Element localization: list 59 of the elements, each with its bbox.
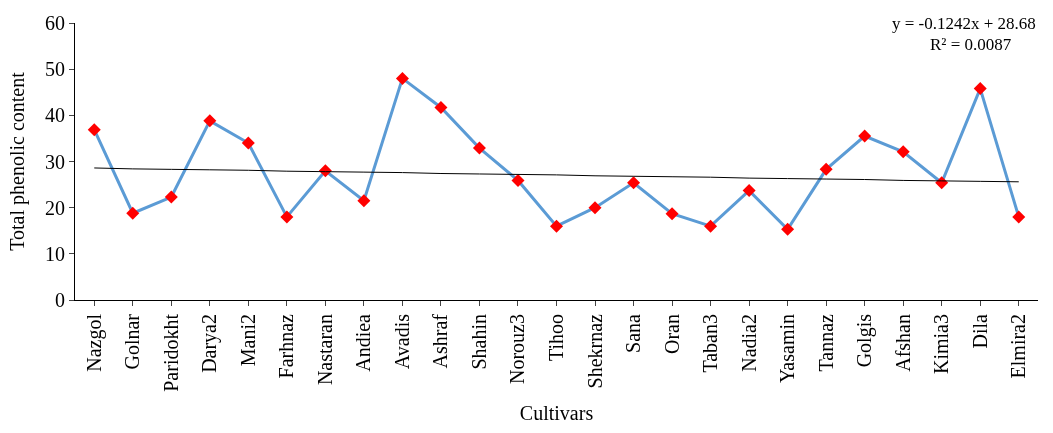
y-tick-label: 40 [45, 104, 65, 127]
point [357, 194, 371, 208]
x-tick-label: Yasamin [776, 314, 799, 384]
x-tick-label: Shahin [467, 314, 490, 370]
point [241, 136, 255, 150]
y-tick-label: 50 [45, 58, 65, 81]
x-tick-label: Mani2 [236, 314, 259, 367]
x-tick-label: Andiea [352, 313, 375, 372]
point [896, 145, 910, 159]
x-tick-label: Taban3 [699, 314, 722, 373]
point [742, 184, 756, 198]
x-tick-label: Darya2 [198, 314, 222, 373]
point [665, 207, 679, 221]
annotation: R² = 0.0087 [930, 35, 1012, 54]
point [395, 71, 409, 85]
point [434, 100, 448, 114]
x-tick-label: Dila [968, 313, 991, 349]
x-tick-label: Ashraf [429, 313, 452, 369]
x-tick-label: Shekrnaz [583, 313, 606, 389]
point [1012, 210, 1026, 224]
point [280, 210, 294, 224]
y-axis-title: Total phenolic content [5, 71, 29, 251]
y-tick-label: 30 [45, 150, 65, 173]
y-tick-label: 20 [45, 196, 65, 219]
x-axis-title: Cultivars [519, 402, 594, 425]
point [627, 176, 641, 190]
x-tick-label: Nazgol [82, 313, 106, 372]
x-tick-label: Sana [622, 313, 645, 353]
x-tick-label: Golgis [853, 313, 877, 368]
x-tick-label: Afshan [891, 314, 914, 372]
x-tick-label: Paridokht [159, 313, 182, 392]
x-tick-label: Golnar [121, 313, 144, 370]
point [858, 129, 872, 143]
y-tick-label: 60 [45, 12, 65, 34]
y-tick-label: 10 [45, 242, 65, 265]
x-tick-label: Farhnaz [275, 313, 298, 379]
x-tick-label: Kimia3 [930, 314, 953, 374]
point [819, 162, 833, 176]
x-tick-label: Nadia2 [737, 314, 760, 372]
point [550, 219, 563, 233]
x-tick-label: Nastaran [313, 314, 336, 386]
y-tick-label: 0 [55, 289, 65, 311]
x-tick-label: Avadis [390, 313, 413, 370]
point [781, 222, 795, 236]
x-tick-label: Norouz3 [506, 314, 529, 384]
point [472, 141, 486, 155]
point [164, 190, 178, 204]
point [973, 82, 987, 96]
point [126, 206, 140, 220]
annotation: y = -0.1242x + 28.68 [892, 14, 1036, 33]
point [511, 173, 525, 187]
x-tick-label: Tannaz [814, 313, 837, 372]
x-tick-label: Elmira2 [1007, 314, 1030, 379]
x-tick-label: Tihoo [545, 314, 567, 362]
point [588, 201, 602, 215]
point [87, 123, 101, 137]
point [704, 219, 718, 233]
point [203, 114, 217, 128]
x-tick-label: Oran [660, 314, 683, 354]
